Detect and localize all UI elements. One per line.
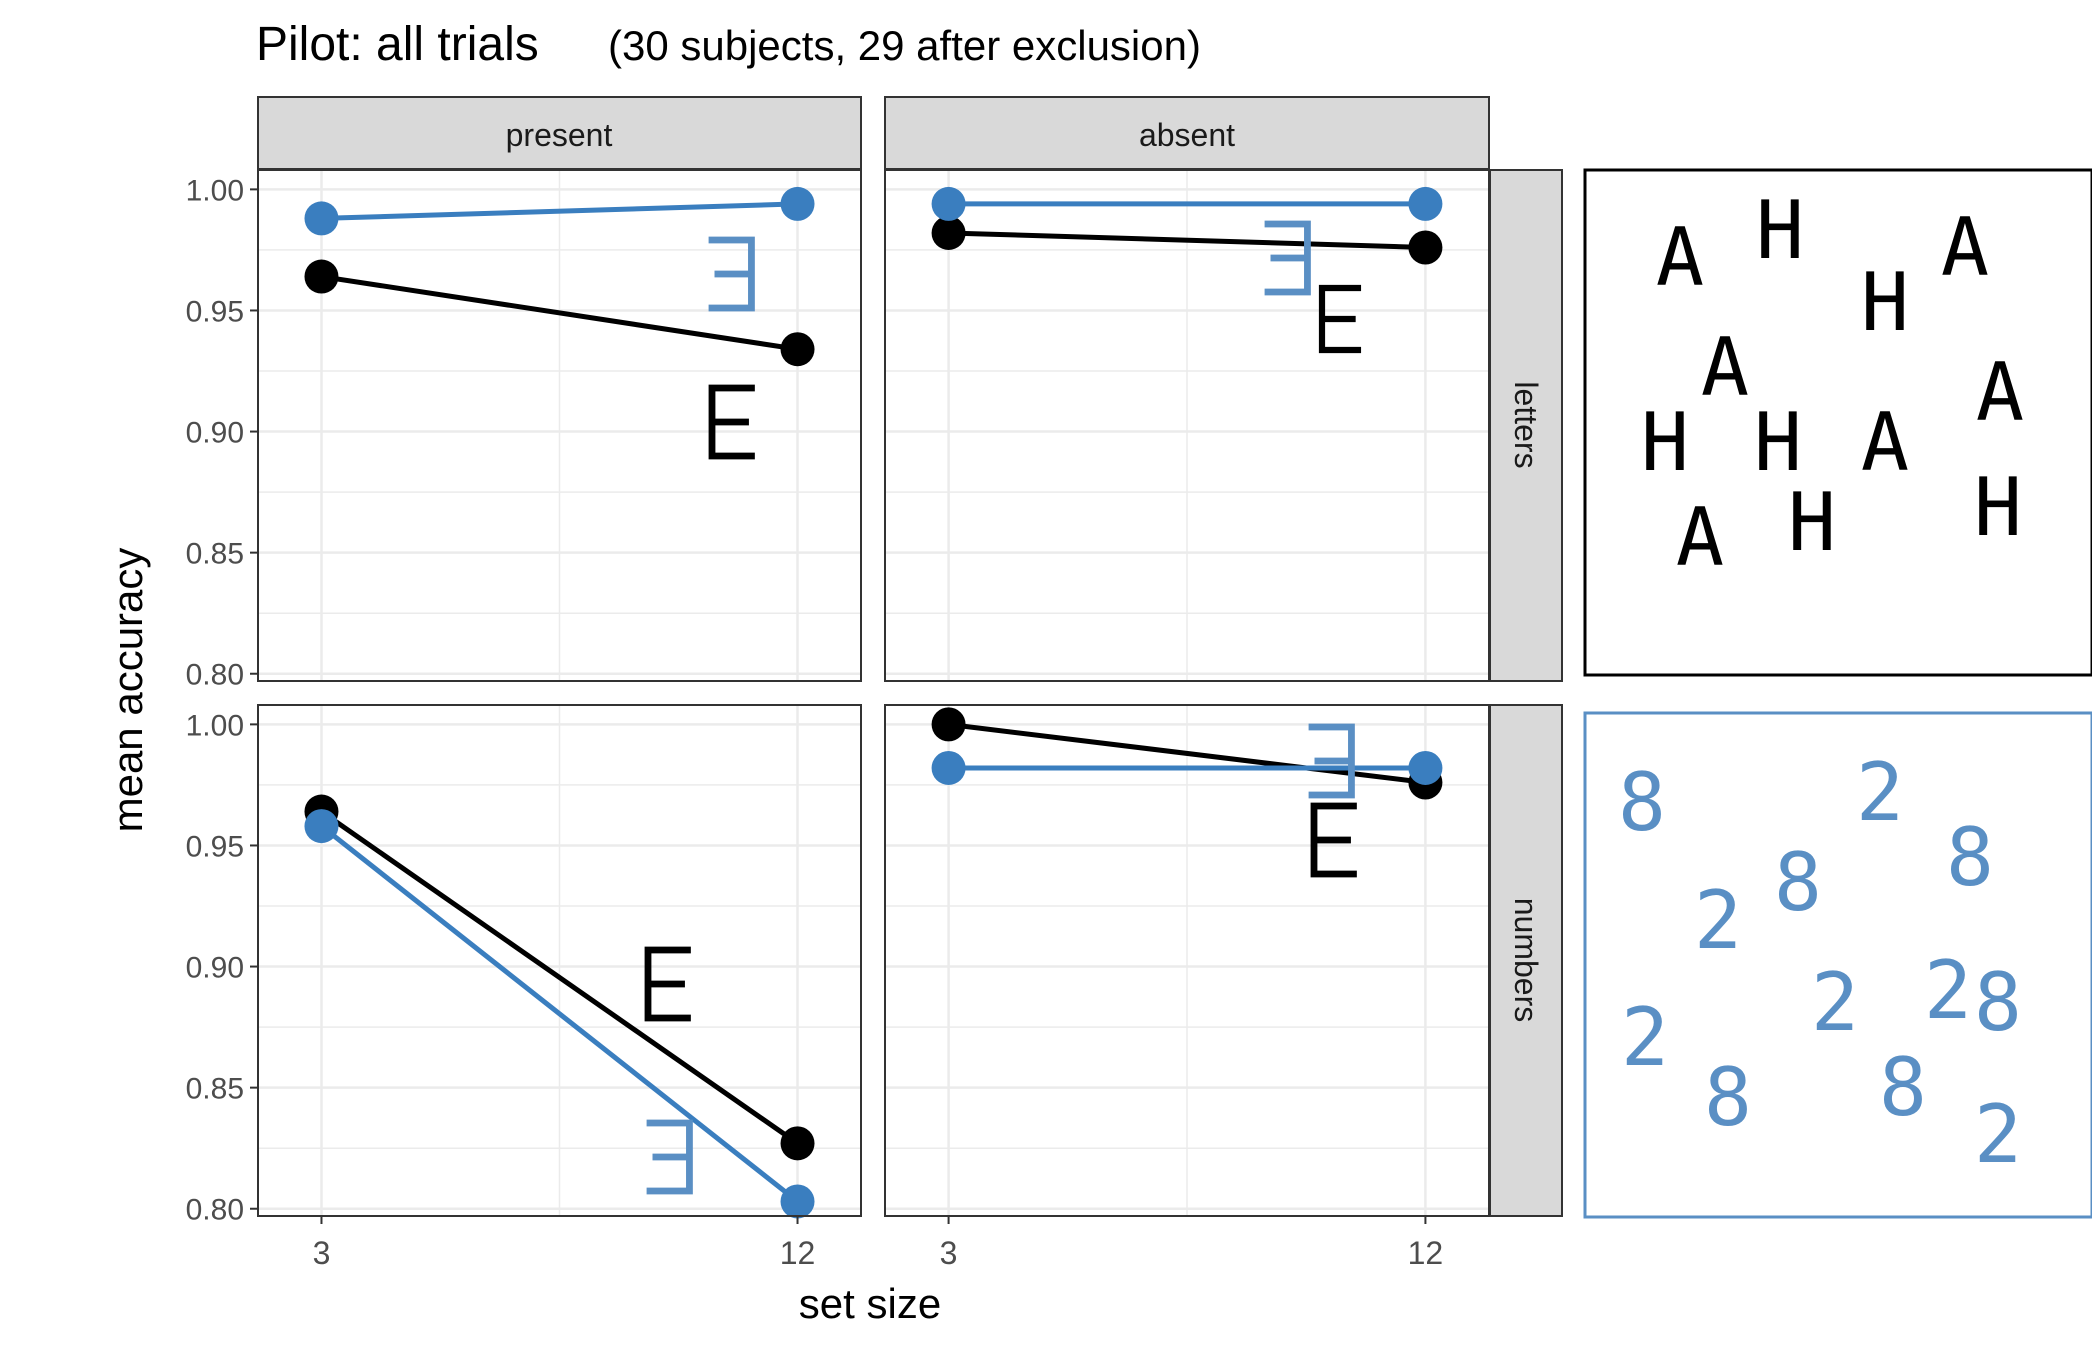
x-tick-label: 3 [940, 1235, 958, 1271]
y-tick-label: 0.95 [186, 830, 244, 863]
glyph-reversed-e-blue [1308, 723, 1355, 799]
panel-absent-letters [884, 169, 1490, 682]
panel-border [884, 169, 1490, 682]
data-point-black [780, 332, 815, 367]
facet-label-numbers: numbers [1508, 898, 1544, 1023]
y-axis-title: mean accuracy [104, 548, 151, 833]
glyph-e-black [644, 946, 691, 1022]
series-line-black [321, 274, 798, 352]
series-line-blue [319, 824, 800, 1204]
x-tick-label: 12 [1408, 1235, 1444, 1271]
stimulus-letter: A [1941, 201, 1989, 294]
plot-panels [250, 169, 1490, 1224]
stimulus-number: 8 [1618, 756, 1666, 849]
stimulus-letter: A [1656, 211, 1704, 304]
glyph-reversed-e-blue [646, 1119, 693, 1195]
stimulus-number: 8 [1774, 836, 1822, 929]
y-tick-label: 0.95 [186, 295, 244, 328]
stimulus-letter: H [1756, 184, 1804, 277]
stimulus-number: 8 [1974, 956, 2022, 1049]
stimulus-letter: A [1976, 346, 2024, 439]
series-glyph-markers [644, 220, 1362, 1195]
stimulus-number: 8 [1879, 1041, 1927, 1134]
stimulus-number: 8 [1946, 811, 1994, 904]
stimulus-number: 8 [1704, 1051, 1752, 1144]
data-point-black [1408, 230, 1443, 265]
stimulus-letter: A [1701, 321, 1749, 414]
data-point-blue [780, 186, 815, 221]
y-tick-label: 0.85 [186, 538, 244, 571]
facet-strip-letters: letters [1489, 169, 1563, 682]
x-tick-labels: 3 12 3 12 [313, 1235, 1444, 1271]
glyph-e-black [708, 384, 755, 460]
x-tick-label: 3 [313, 1235, 331, 1271]
stimulus-letter: H [1974, 461, 2022, 554]
data-point-blue [780, 1184, 815, 1219]
panel-present-numbers [250, 704, 862, 1224]
y-tick-label: 0.80 [186, 1194, 244, 1227]
y-tick-label: 0.90 [186, 952, 244, 985]
series-line-black [320, 809, 799, 1146]
data-point-black [931, 707, 966, 742]
facet-label-absent: absent [1139, 117, 1235, 153]
stimulus-letter: H [1641, 396, 1689, 489]
series-line-blue [321, 201, 798, 221]
panel-border [257, 169, 862, 682]
y-tick-label: 1.00 [186, 709, 244, 742]
panel-border [257, 704, 862, 1217]
glyph-e-black [1318, 284, 1362, 354]
stimulus-number: 2 [1694, 874, 1742, 967]
stimulus-letter: A [1676, 491, 1724, 584]
y-tick-label: 0.80 [186, 659, 244, 692]
data-point-blue [1408, 750, 1443, 785]
data-point-blue [931, 186, 966, 221]
stimulus-number: 2 [1856, 746, 1904, 839]
data-point-blue [1408, 186, 1443, 221]
panel-present-letters [250, 169, 862, 682]
data-point-blue [304, 809, 339, 844]
stimulus-number: 2 [1621, 991, 1669, 1084]
panel-border [884, 704, 1490, 1217]
x-tick-label: 12 [780, 1235, 816, 1271]
data-point-black [780, 1126, 815, 1161]
facet-strip-present: present [257, 96, 862, 170]
chart-title: Pilot: all trials [256, 18, 539, 71]
stimulus-letter: H [1861, 256, 1909, 349]
chart-subtitle: (30 subjects, 29 after exclusion) [608, 22, 1201, 69]
data-point-black [304, 259, 339, 294]
data-point-blue [304, 201, 339, 236]
facet-strip-numbers: numbers [1489, 704, 1563, 1217]
data-point-blue [931, 750, 966, 785]
y-tick-label: 0.90 [186, 417, 244, 450]
panel-absent-numbers [884, 704, 1490, 1224]
stimulus-number: 2 [1974, 1088, 2022, 1181]
facet-label-letters: letters [1508, 381, 1544, 468]
glyph-e-black [1310, 802, 1357, 878]
glyph-reversed-e-blue [708, 236, 755, 312]
stimulus-letter: H [1788, 476, 1836, 569]
facet-label-present: present [506, 117, 613, 153]
series-line-black [948, 721, 1426, 785]
y-tick-label: 0.85 [186, 1073, 244, 1106]
glyph-reversed-e-blue [1264, 220, 1311, 296]
data-point-black [931, 215, 966, 250]
y-tick-label: 1.00 [186, 174, 244, 207]
stimulus-number: 2 [1924, 944, 1972, 1037]
stimulus-number: 2 [1811, 956, 1859, 1049]
x-axis-title: set size [799, 1280, 941, 1327]
stimulus-letter: A [1861, 396, 1909, 489]
series-line-black [948, 230, 1426, 250]
stimulus-letter: H [1754, 396, 1802, 489]
y-tick-labels: 0.80 0.85 0.90 0.95 1.00 0.80 0.85 0.90 0.95 1.00 [186, 174, 244, 1226]
facet-strip-absent: absent [884, 96, 1490, 170]
